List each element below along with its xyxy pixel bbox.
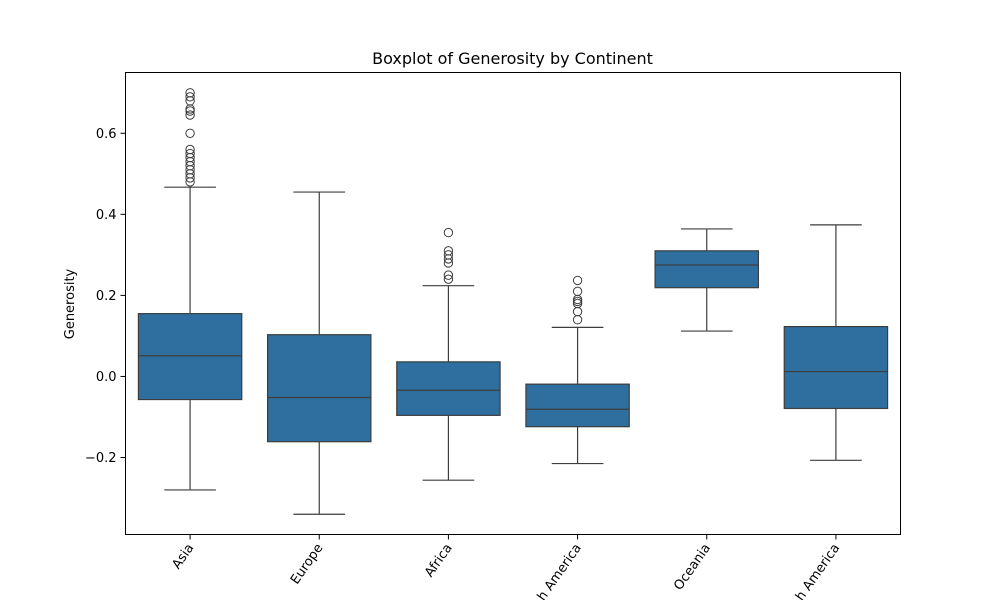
outlier-point	[185, 148, 195, 159]
box-group	[654, 228, 760, 332]
outlier-point	[185, 88, 195, 98]
outlier-point	[572, 296, 583, 307]
y-axis: −0.2 0.0 0.2 0.4 0.6	[85, 127, 126, 466]
box-iqr	[783, 326, 889, 410]
outlier-point	[572, 275, 583, 286]
plot-frame	[125, 72, 901, 535]
plot-area	[137, 88, 889, 515]
y-tick-label: 0.2	[96, 289, 117, 304]
outlier-point	[185, 128, 195, 138]
box-group	[266, 191, 372, 515]
x-tick-label: Europe	[288, 541, 327, 587]
outlier-point	[443, 250, 454, 260]
outlier-point	[443, 227, 454, 238]
chart-title: Boxplot of Generosity by Continent	[372, 49, 653, 68]
outlier-point	[185, 92, 195, 102]
x-tick-label: h America	[793, 541, 843, 600]
y-axis-label: Generosity	[63, 268, 78, 339]
box-iqr	[137, 313, 243, 401]
outlier-point	[572, 286, 583, 297]
box-group	[137, 88, 243, 491]
y-tick-label: 0.0	[96, 370, 117, 385]
box-group	[783, 224, 889, 461]
y-tick-label: −0.2	[85, 451, 117, 466]
x-tick-label: Africa	[422, 541, 456, 580]
box-group	[396, 227, 501, 481]
x-tick-label: Asia	[169, 541, 197, 572]
y-tick-label: 0.6	[96, 127, 117, 142]
x-axis: Asia Europe Africa h America Oceania h Americ…	[169, 534, 843, 600]
outlier-point	[443, 270, 454, 280]
y-tick-label: 0.4	[96, 208, 117, 223]
box-group	[525, 275, 630, 465]
outlier-point	[443, 274, 454, 284]
outlier-point	[185, 110, 195, 120]
box-iqr	[654, 250, 760, 289]
x-tick-label: Oceania	[671, 541, 714, 593]
outlier-point	[443, 246, 454, 256]
outlier-point	[185, 104, 195, 114]
outlier-point	[572, 306, 583, 317]
box-iqr	[396, 361, 501, 416]
box-iqr	[266, 334, 372, 443]
x-tick-label: h America	[535, 541, 585, 600]
outlier-point	[185, 144, 195, 155]
outlier-point	[572, 315, 583, 325]
box-iqr	[525, 383, 630, 428]
